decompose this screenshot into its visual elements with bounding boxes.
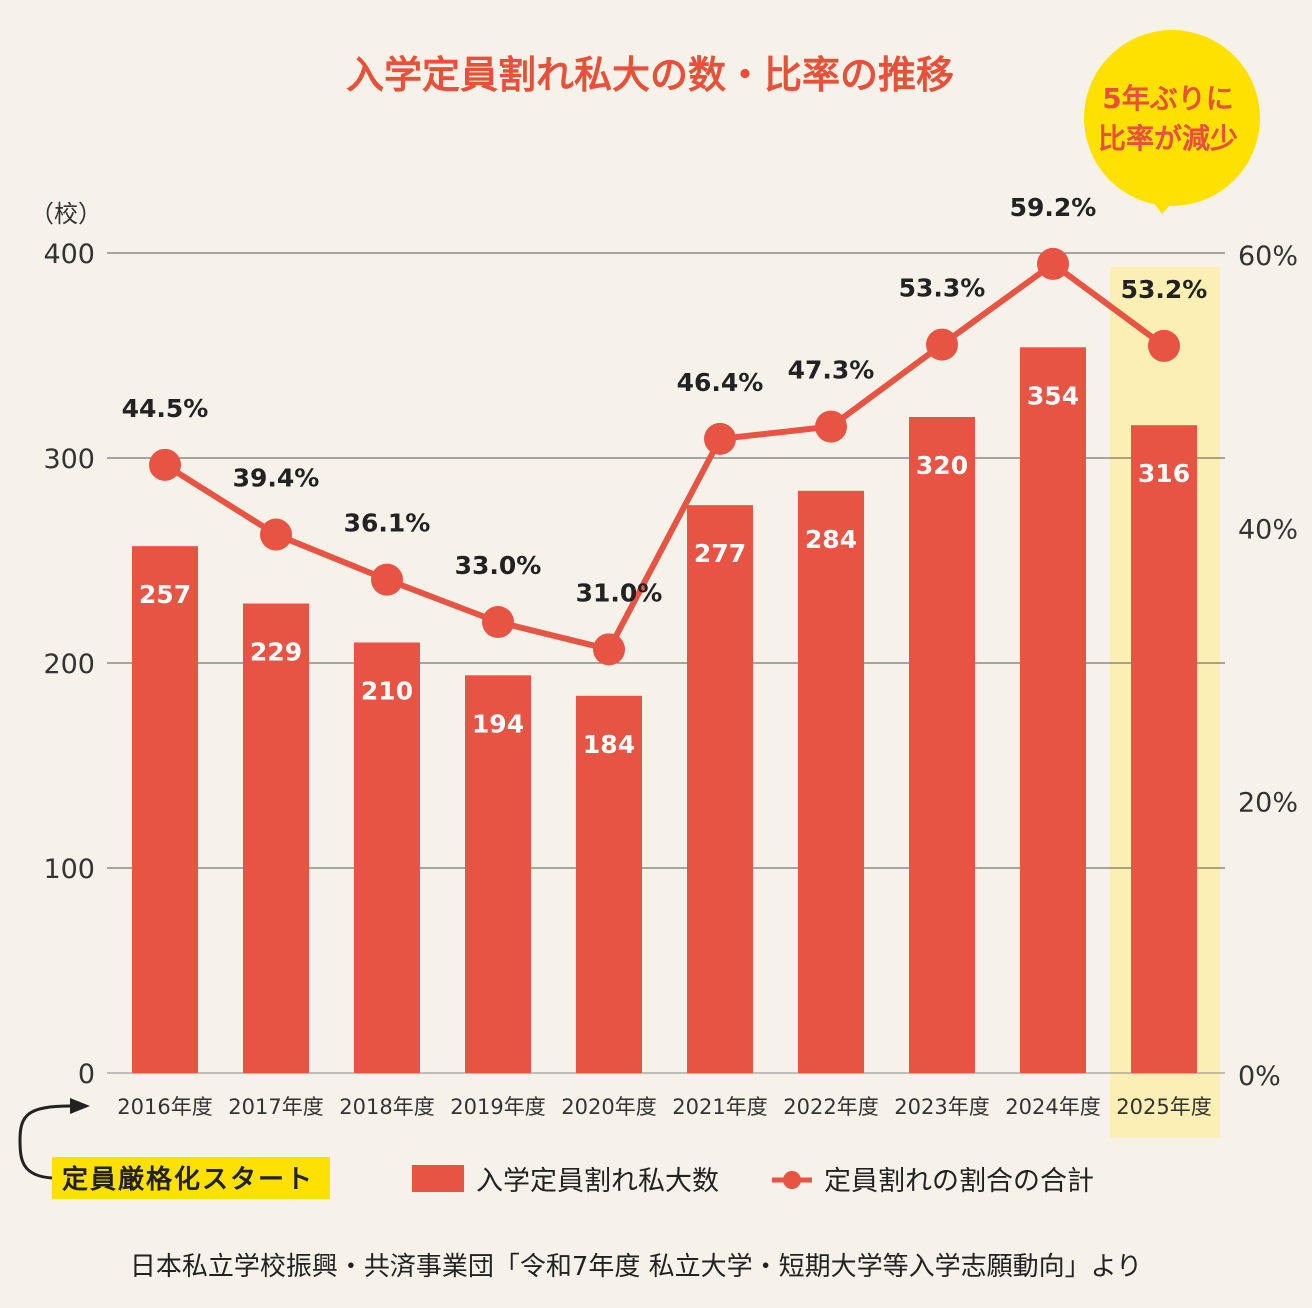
legend-line-marker <box>783 1171 801 1189</box>
left-tick-label: 100 <box>43 854 95 885</box>
legend-line-label: 定員割れの割合の合計 <box>824 1166 1094 1197</box>
bar <box>576 695 642 1073</box>
ratio-point <box>149 448 181 481</box>
ratio-label: 53.3% <box>899 274 986 303</box>
x-tick-label: 2025年度 <box>1116 1095 1211 1119</box>
bar <box>1131 425 1197 1073</box>
bar-value-label: 354 <box>1027 381 1079 410</box>
ratio-point <box>1037 247 1069 280</box>
x-tick-label: 2024年度 <box>1005 1095 1100 1119</box>
annotation-box <box>52 1157 330 1199</box>
bar <box>909 417 975 1073</box>
ratio-label: 31.0% <box>576 578 663 607</box>
annotation-arrow <box>18 1104 71 1180</box>
bar <box>243 603 309 1073</box>
bar <box>132 546 198 1073</box>
right-tick-label: 0% <box>1238 1061 1281 1092</box>
ratio-point <box>593 633 625 666</box>
x-tick-label: 2017年度 <box>228 1095 323 1119</box>
x-tick-label: 2018年度 <box>339 1095 434 1119</box>
bar <box>354 642 420 1073</box>
bar-value-label: 277 <box>694 539 746 568</box>
ratio-label: 33.0% <box>455 551 542 580</box>
bar-value-label: 194 <box>472 709 524 738</box>
ratio-label: 53.2% <box>1121 275 1208 304</box>
arrow-head-icon <box>70 1098 90 1114</box>
ratio-point <box>1148 329 1180 362</box>
ratio-point <box>371 563 403 596</box>
ratio-point <box>926 328 958 361</box>
left-tick-label: 200 <box>43 649 95 680</box>
bar-value-label: 210 <box>361 677 413 706</box>
legend-bar-label: 入学定員割れ私大数 <box>476 1166 719 1197</box>
callout-line1: 5年ぶりに <box>1102 82 1233 115</box>
ratio-point <box>815 410 847 443</box>
callout-line2: 比率が減少 <box>1098 122 1238 155</box>
x-tick-label: 2019年度 <box>450 1095 545 1119</box>
legend: 入学定員割れ私大数 定員割れの割合の合計 <box>412 1165 1094 1197</box>
x-tick-label: 2021年度 <box>672 1095 767 1119</box>
bar-value-label: 316 <box>1138 459 1190 488</box>
bar-value-label: 284 <box>805 525 857 554</box>
right-tick-label: 60% <box>1238 241 1298 272</box>
ratio-label: 39.4% <box>233 464 320 493</box>
right-tick-label: 40% <box>1238 514 1298 545</box>
callout-pointer <box>1150 198 1176 214</box>
bar <box>1020 347 1086 1073</box>
bar-value-label: 320 <box>916 451 968 480</box>
ratio-point <box>482 606 514 638</box>
ratio-label: 44.5% <box>122 394 209 423</box>
x-tick-label: 2022年度 <box>783 1095 878 1119</box>
bar <box>687 505 753 1073</box>
bar-value-label: 257 <box>139 580 191 609</box>
ratio-line <box>163 260 1166 653</box>
source-note: 日本私立学校振興・共済事業団「令和7年度 私立大学・短期大学等入学志願動向」より <box>130 1252 1142 1282</box>
annotation-text: 定員厳格化スタート <box>62 1164 314 1195</box>
legend-bar-swatch <box>412 1165 464 1192</box>
left-tick-label: 400 <box>43 239 95 270</box>
ratio-label: 46.4% <box>677 368 764 397</box>
callout-bubble <box>1084 30 1260 206</box>
ratio-point <box>704 422 736 455</box>
ratio-label: 59.2% <box>1010 193 1097 222</box>
ratio-label: 36.1% <box>344 509 431 538</box>
chart-title: 入学定員割れ私大の数・比率の推移 <box>346 53 954 97</box>
callout: 5年ぶりに 比率が減少 <box>1084 30 1260 214</box>
ratio-label: 47.3% <box>788 356 875 385</box>
bar <box>465 675 531 1073</box>
bar-value-label: 229 <box>250 638 302 667</box>
right-tick-label: 20% <box>1238 788 1298 819</box>
x-tick-label: 2016年度 <box>117 1095 212 1119</box>
left-tick-label: 300 <box>43 444 95 475</box>
x-tick-label: 2020年度 <box>561 1095 656 1119</box>
bar-value-label: 184 <box>583 730 635 759</box>
x-tick-label: 2023年度 <box>894 1095 989 1119</box>
left-axis-unit: （校） <box>30 200 102 228</box>
bar <box>798 490 864 1073</box>
ratio-point <box>260 518 292 551</box>
annotation: 定員厳格化スタート <box>18 1098 330 1199</box>
left-tick-label: 0 <box>78 1059 95 1090</box>
